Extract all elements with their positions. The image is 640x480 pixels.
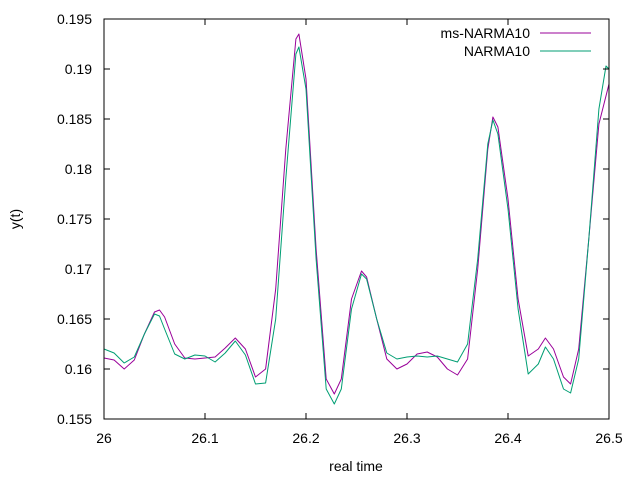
legend-label: NARMA10 <box>464 43 530 59</box>
y-tick-label: 0.17 <box>65 261 92 277</box>
x-axis-title: real time <box>329 458 383 474</box>
y-tick-label: 0.16 <box>65 361 92 377</box>
y-tick-label: 0.18 <box>65 161 92 177</box>
x-tick-label: 26 <box>96 430 112 446</box>
y-axis: 0.155 0.16 0.165 0.17 0.175 0.18 0.185 0.19 0.19… <box>57 11 609 427</box>
x-tick-label: 26.3 <box>393 430 420 446</box>
plot-lines <box>103 33 610 405</box>
y-tick-label: 0.195 <box>57 11 92 27</box>
y-tick-label: 0.155 <box>57 411 92 427</box>
x-tick-label: 26.1 <box>191 430 218 446</box>
y-tick-label: 0.185 <box>57 111 92 127</box>
y-tick-label: 0.19 <box>65 61 92 77</box>
x-tick-label: 26.2 <box>292 430 319 446</box>
x-tick-label: 26.4 <box>494 430 521 446</box>
y-tick-label: 0.175 <box>57 211 92 227</box>
legend: ms-NARMA10 NARMA10 <box>441 25 591 59</box>
x-tick-label: 26.5 <box>595 430 622 446</box>
y-axis-title: y(t) <box>7 209 23 229</box>
y-tick-label: 0.165 <box>57 311 92 327</box>
x-axis: 26 26.1 26.2 26.3 26.4 26.5 <box>96 19 623 446</box>
legend-label: ms-NARMA10 <box>441 25 531 41</box>
series-line-2 <box>103 46 610 405</box>
